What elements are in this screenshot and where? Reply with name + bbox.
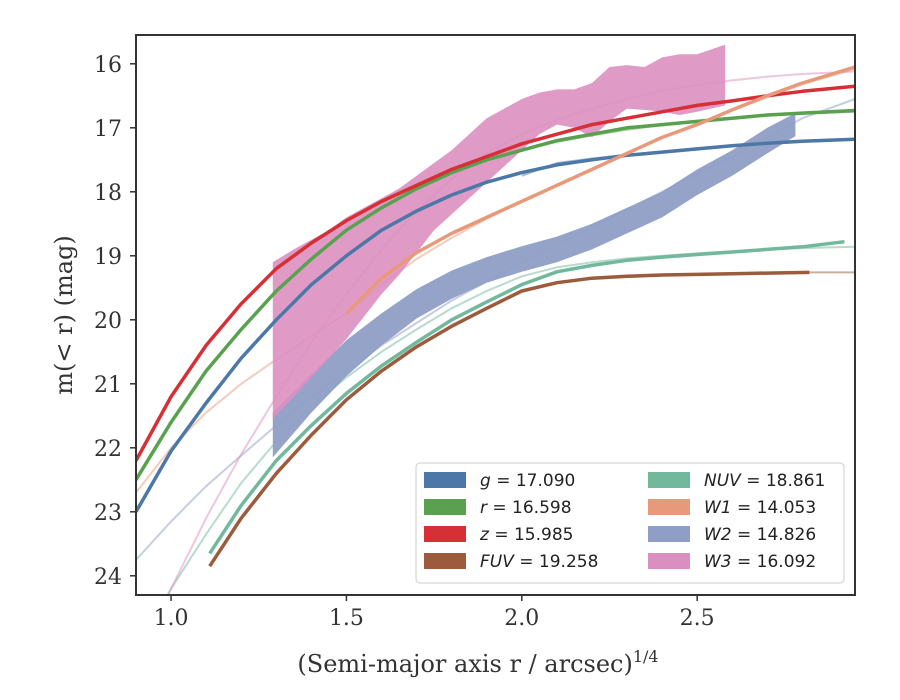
data-series [136,65,855,568]
series-fuv-line [208,270,810,568]
legend-label-g: g = 17.090 [480,471,575,491]
band-series [272,44,796,458]
x-tick-label: 1.5 [329,606,364,631]
legend-swatch-z [424,526,466,542]
legend-label-fuv: FUV = 19.258 [480,552,598,572]
y-tick-label: 23 [94,501,122,526]
series-w1-line [345,65,855,315]
series-g-line [136,137,855,513]
series-r-line [136,108,855,481]
legend-box [415,462,845,584]
x-axis-label: (Semi-major axis r / arcsec)1/4 [297,647,658,678]
legend-label-nuv: NUV = 18.861 [704,471,825,491]
x-tick-label: 2.5 [680,606,715,631]
y-tick-label: 21 [94,373,122,398]
series-z-line [136,84,855,462]
legend-swatch-w1 [648,499,690,515]
legend-label-z: z = 15.985 [479,525,573,545]
series-g-model-curve [521,137,855,177]
legend-label-w3: W3 = 16.092 [704,552,816,572]
series-nuv-line [208,239,845,555]
legend-swatch-r [424,499,466,515]
plot-frame [135,34,856,596]
y-tick-label: 17 [94,117,122,142]
y-axis-ticks: 16 17 18 19 20 21 22 23 24 [94,53,136,590]
legend-swatch-nuv [648,472,690,488]
legend-label-r: r = 16.598 [480,498,572,518]
y-tick-label: 19 [94,245,122,270]
legend: g = 17.090 r = 16.598 z = 15.985 FUV = 19.2… [415,462,845,584]
legend-swatch-fuv [424,553,466,569]
legend-label-w1: W1 = 14.053 [704,498,816,518]
x-tick-label: 2.0 [504,606,539,631]
legend-swatch-w2 [648,526,690,542]
series-w2-band [272,113,796,458]
y-tick-label: 18 [94,181,122,206]
y-tick-label: 22 [94,437,122,462]
legend-swatch-g [424,472,466,488]
legend-swatch-w3 [648,553,690,569]
y-tick-label: 24 [94,565,122,590]
x-axis-label-exponent: 1/4 [633,647,659,666]
x-axis-ticks: 1.0 1.5 2.0 2.5 [154,595,715,631]
x-tick-label: 1.0 [154,606,189,631]
y-tick-label: 20 [94,309,122,334]
legend-label-w2: W2 = 14.826 [704,525,816,545]
y-axis-label: m(< r) (mag) [50,235,78,394]
y-tick-label: 16 [94,53,122,78]
series-w3-band [272,44,726,419]
